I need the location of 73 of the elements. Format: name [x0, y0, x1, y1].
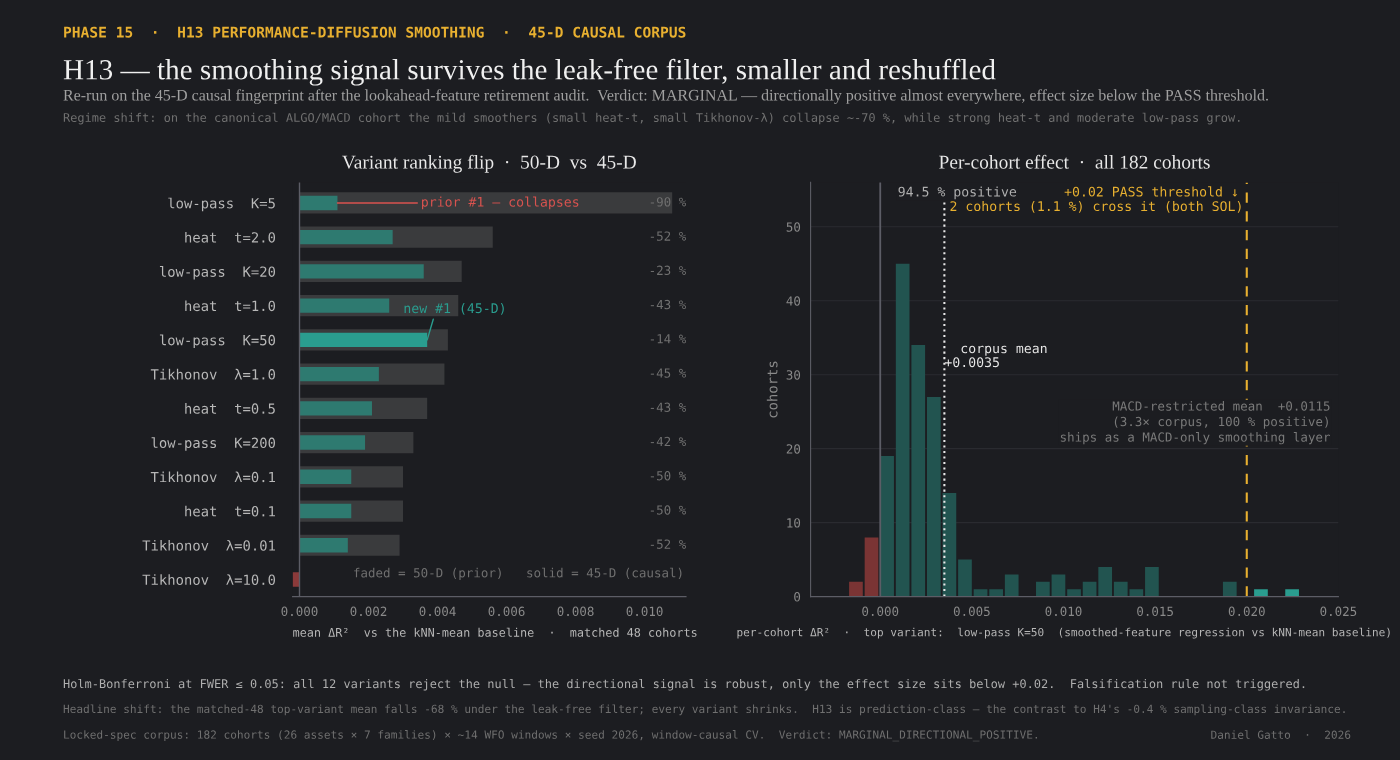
x-tick-label: 0.002 [350, 606, 387, 617]
bar [299, 469, 352, 484]
text: Daniel Gatto · 2026 [1211, 730, 1351, 739]
annotation: -43 % [650, 402, 687, 412]
annotation: -23 % [650, 265, 687, 276]
annotation: -42 % [650, 436, 687, 447]
y-tick-label: low-pass K=200 [151, 437, 276, 451]
annotation: MACD-restricted mean +0.0115 (3.3× corpus, 100 % positive) ships as a MACD-only smoothing layer [1060, 401, 1331, 445]
text: Regime shift: on the canonical ALGO/MACD cohort the mild smoothers (small heat-t, small Tikhonov-λ) collapse ~-70 %, while strong heat-t and moderate low-pass grow. [63, 112, 1240, 125]
y-tick-label: heat t=0.5 [185, 403, 275, 414]
bar [299, 435, 366, 450]
chart-title: Variant ranking flip · 50-D vs 45-D [342, 154, 636, 173]
bar [299, 538, 348, 553]
ref-line-label: corpus mean +0.0035 [944, 345, 1047, 368]
y-tick-label: heat t=0.1 [185, 505, 275, 517]
y-tick-label: Tikhonov λ=10.0 [142, 574, 276, 585]
annotation: -50 % [650, 505, 687, 515]
text: PHASE 15 · H13 PERFORMANCE-DIFFUSION SMOOTHING · 45-D CAUSAL CORPUS [64, 26, 686, 38]
text: Locked-spec corpus: 182 cohorts (26 assets × 7 families) × ~14 WFO windows × seed 2026, window-causal CV. Verdict: MARGINAL_DIRECTIONAL_POSITIVE. [64, 730, 1037, 742]
annotation: new #1 (45-D) [404, 302, 504, 315]
y-tick-label: 50 [786, 222, 801, 232]
x-tick-label: 0.020 [1228, 606, 1265, 617]
x-tick-label: 0.010 [626, 606, 663, 617]
x-tick-label: 0.005 [953, 606, 990, 617]
annotation: -43 % [650, 299, 687, 310]
y-axis-title: cohorts [766, 361, 778, 418]
x-tick-label: 0.008 [557, 606, 594, 617]
x-tick-label: 0.010 [1045, 606, 1082, 617]
bar [299, 401, 372, 416]
x-tick-label: 0.006 [488, 606, 525, 617]
annotation: faded = 50-D (prior) solid = 45-D (causal) [354, 567, 682, 580]
x-tick-label: 0.004 [419, 606, 456, 617]
annotation: 94.5 % positive [898, 186, 1017, 200]
annotation: -45 % [650, 368, 687, 378]
text: Re-run on the 45-D causal fingerprint after the lookahead-feature retirement audit. Verdict: MARGINAL — directionally positive almost everywhere, effect size below the PASS threshold. [63, 89, 1268, 104]
y-tick-label: heat t=1.0 [185, 300, 276, 312]
y-tick-label: low-pass K=50 [159, 334, 276, 349]
x-axis-title: mean ΔR² vs the kNN-mean baseline · matched 48 cohorts [293, 627, 697, 637]
y-tick-label: low-pass K=5 [168, 197, 275, 212]
bar [292, 572, 300, 587]
bar [299, 366, 379, 382]
text: Holm-Bonferroni at FWER ≤ 0.05: all 12 variants reject the null — the directional signal is robust, only the effect size sits below +0.02. Falsification rule not triggered. [63, 678, 1305, 691]
text: Headline shift: the matched-48 top-variant mean falls -68 % under the leak-free filter; every variant shrinks. H13 is prediction-class — the contrast to H4's -0.4 % sampling-class invariance. [63, 704, 1345, 716]
bar [299, 195, 338, 211]
annotation: 2 cohorts (1.1 %) cross it (both SOL) [950, 200, 1241, 213]
text: H13 — the smoothing signal survives the leak-free filter, smaller and reshuffled [63, 58, 996, 86]
annotation: prior #1 — collapses [422, 196, 579, 210]
x-tick-label: 0.025 [1320, 606, 1357, 617]
y-tick-label: heat t=2.0 [185, 231, 276, 243]
y-tick-label: Tikhonov λ=0.01 [142, 540, 275, 551]
y-tick-label: 10 [787, 518, 801, 528]
y-tick-label: 30 [786, 370, 801, 380]
y-tick-label: Tikhonov λ=0.1 [150, 471, 275, 483]
x-tick-label: 0.000 [281, 606, 318, 617]
y-tick-label: 20 [786, 444, 801, 454]
x-tick-label: 0.000 [862, 606, 899, 617]
bar [299, 229, 393, 245]
ref-line-label: +0.02 PASS threshold ↓ [1064, 186, 1237, 197]
x-axis-title: per-cohort ΔR² · top variant: low-pass K=50 (smoothed-feature regression vs kNN-mean baseline) [737, 627, 1390, 639]
chart-title: Per-cohort effect · all 182 cohorts [939, 154, 1210, 169]
bar [299, 298, 390, 313]
y-tick-label: Tikhonov λ=1.0 [150, 368, 276, 380]
y-tick-label: 40 [786, 296, 801, 306]
annotation: -52 % [650, 539, 687, 549]
bar [299, 264, 424, 279]
annotation: -14 % [650, 334, 687, 344]
annotation: -50 % [650, 471, 687, 481]
y-tick-label: low-pass K=20 [159, 266, 276, 280]
x-tick-label: 0.015 [1137, 606, 1173, 617]
bar [299, 503, 352, 519]
annotation: -52 % [650, 231, 687, 241]
y-tick-label: 0 [794, 592, 801, 602]
bar [299, 192, 673, 214]
